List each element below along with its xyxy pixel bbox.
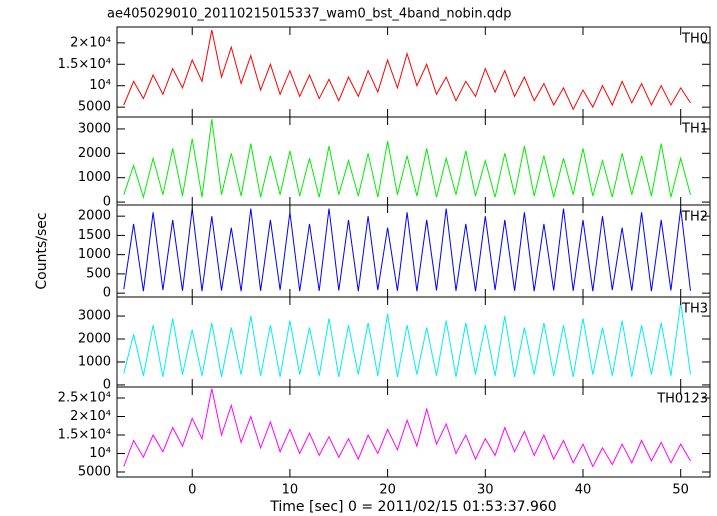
data-line (123, 119, 691, 200)
y-tick-label: 1000 (78, 354, 111, 369)
y-tick-label: 0 (103, 286, 111, 301)
panel-label: TH0 (681, 32, 708, 47)
y-tick-label: 1.5×10⁴ (58, 427, 111, 442)
x-tick-label: 10 (282, 483, 299, 498)
panel-frame (116, 26, 711, 118)
y-tick-label: 2000 (78, 146, 111, 161)
y-axis-label: Counts/sec (34, 212, 50, 289)
panel-label: TH1 (681, 122, 708, 137)
y-tick-label: 2000 (78, 209, 111, 224)
x-tick-label: 40 (575, 483, 592, 498)
y-tick-label: 1.5×10⁴ (58, 57, 111, 72)
panel-frame (116, 116, 711, 206)
panel-label: TH3 (681, 302, 708, 317)
x-tick-label: 30 (477, 483, 494, 498)
y-tick-label: 2×10⁴ (70, 409, 111, 424)
y-tick-label: 1500 (78, 228, 111, 243)
y-tick-label: 3000 (78, 121, 111, 136)
data-line (123, 29, 691, 111)
y-tick-label: 2×10⁴ (70, 35, 111, 50)
data-line (123, 388, 691, 468)
y-tick-label: 5000 (78, 100, 111, 115)
panel-frame (116, 296, 711, 388)
y-tick-label: 5000 (78, 465, 111, 480)
data-line (123, 208, 691, 292)
x-axis-label: Time [sec] 0 = 2011/02/15 01:53:37.960 (269, 499, 556, 515)
y-tick-label: 1000 (78, 247, 111, 262)
panel-frame (116, 386, 711, 478)
y-tick-label: 3000 (78, 309, 111, 324)
chart-title: ae405029010_20110215015337_wam0_bst_4ban… (107, 7, 512, 22)
panel-frame (116, 204, 711, 298)
y-tick-label: 10⁴ (89, 446, 111, 461)
x-tick-label: 20 (379, 483, 396, 498)
x-tick-label: 50 (672, 483, 689, 498)
data-line (123, 302, 691, 377)
y-tick-label: 10⁴ (89, 78, 111, 93)
y-tick-label: 2.5×10⁴ (58, 390, 111, 405)
y-tick-label: 1000 (78, 170, 111, 185)
x-tick-label: 0 (188, 483, 196, 498)
y-tick-label: 0 (103, 377, 111, 392)
y-tick-label: 0 (103, 195, 111, 210)
y-tick-label: 2000 (78, 332, 111, 347)
y-tick-label: 500 (86, 266, 111, 281)
panel-label: TH0123 (656, 392, 708, 407)
panel-label: TH2 (681, 210, 708, 225)
